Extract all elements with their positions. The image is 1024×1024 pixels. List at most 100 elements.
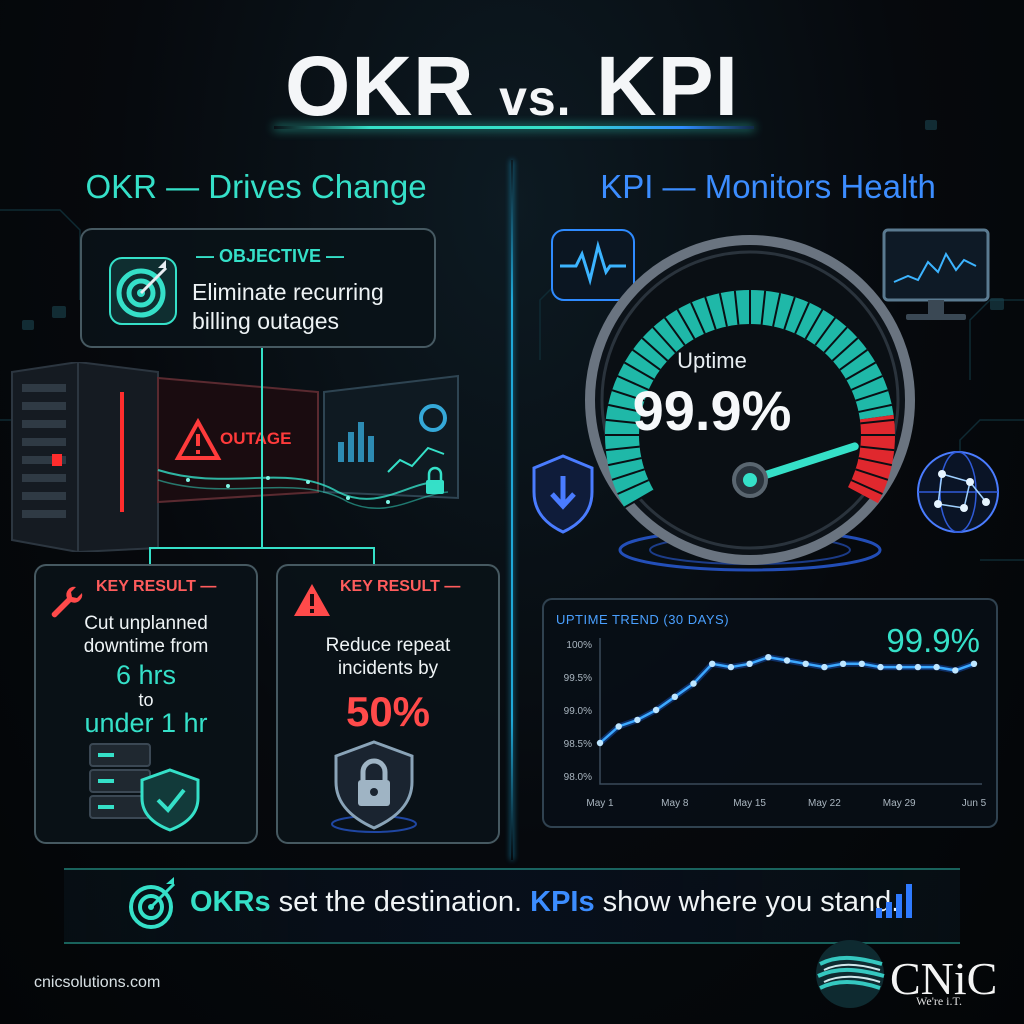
brand-logo-icon [816,940,885,1008]
gauge-tick [804,308,824,340]
trend-point [802,660,809,667]
trend-point [914,663,922,671]
gauge-tick [860,418,895,425]
gauge-tick [623,361,655,381]
gauge-tick [855,389,889,402]
trend-point [783,657,791,664]
key-result-1-from: 6 hrs [115,660,177,690]
trend-y-tick: 99.0% [564,706,592,717]
trend-point [821,663,828,671]
trend-point [933,663,940,671]
trend-point [615,723,622,730]
key-result-2-label: KEY RESULT — [340,578,461,595]
uptime-gauge [585,235,915,572]
trend-y-tick: 100% [566,640,592,651]
footer-tagline: OKRs set the destination. KPIs show wher… [190,886,910,919]
gauge-tick [652,326,677,354]
okr-heading: OKR — Drives Change [85,168,427,205]
security-shield-icon [532,454,594,534]
gauge-tick [690,302,706,335]
footer-text-2: show where you stand. [594,886,900,918]
gauge-tick [663,317,686,346]
gauge-tick [760,290,767,325]
trend-point [596,739,604,747]
gauge-tick [704,296,717,330]
trend-point [727,663,735,671]
footer-banner [64,868,960,944]
outage-text: OUTAGE [220,429,291,448]
trend-point [671,693,678,700]
trend-point [970,660,978,667]
trend-x-tick: Jun 5 [962,798,987,809]
gauge-tick [823,326,848,354]
server-outage-illustration: OUTAGE [11,362,459,552]
wrench-icon [51,586,83,618]
trend-point [690,680,697,687]
trend-current-value: 99.9% [886,622,980,659]
monitor-icon [882,228,990,320]
trend-point [839,660,847,667]
trend-point [896,663,903,671]
kpi-heading: KPI — Monitors Health [600,168,936,205]
footer-okrs: OKRs [190,886,271,918]
footer-text-1: set the destination. [270,886,531,918]
trend-point [877,663,884,671]
gauge-tick [641,337,669,362]
key-result-1-label: KEY RESULT — [96,578,217,595]
warning-icon [294,584,330,616]
gauge-tick [607,457,642,467]
gauge-tick [839,348,868,371]
gauge-tick [632,348,661,371]
uptime-trend-chart: 100% 99.5% 99.0% 98.5% 98.0% May 1 May 8 May 15… [564,638,987,809]
center-divider [511,160,513,860]
bar-chart-icon [876,884,912,918]
key-result-1-text: Cut unplanned downtime from [83,613,209,657]
okr-connector-lines [149,348,375,566]
gauge-tick [772,292,782,327]
gauge-tick [611,468,645,481]
target-icon [109,257,177,325]
lock-shield-icon [331,740,417,833]
gauge-tick [605,418,640,425]
trend-point [652,706,660,714]
gauge-tick [718,292,728,327]
gauge-tick [850,479,883,495]
gauge-tick [607,403,642,413]
trend-point [765,654,772,661]
gauge-tick [855,468,889,481]
objective-label: — OBJECTIVE — [195,246,345,266]
key-result-2-target: 50% [345,688,431,735]
trend-y-tick: 98.0% [564,772,592,783]
trend-x-tick: May 29 [883,798,916,809]
trend-y-tick: 99.5% [564,673,592,684]
trend-point [746,660,753,667]
brand-tagline: We're i.T. [916,994,962,1008]
footer-target-icon [129,877,176,929]
footer-kpis: KPIs [530,886,595,918]
objective-text: Eliminate recurring billing outages [192,279,384,334]
key-result-2-text: Reduce repeat incidents by [325,635,451,679]
gauge-tick [831,337,859,362]
brand-name: CNiC [890,953,998,1004]
key-result-1-to: to [138,690,154,710]
trend-point [858,660,865,667]
title-kpi: KPI [595,39,739,133]
trend-title: UPTIME TREND (30 DAYS) [556,612,730,627]
gauge-label: Uptime [677,348,747,373]
globe-network-icon [917,451,999,533]
heartbeat-icon [551,229,635,301]
gauge-tick [845,361,877,381]
gauge-tick [794,302,810,335]
gauge-tick [617,375,650,391]
gauge-tick [858,403,893,413]
gauge-tick [605,445,640,452]
gauge-tick [783,296,796,330]
trend-y-tick: 98.5% [564,739,592,750]
gauge-tick [623,489,655,509]
trend-x-tick: May 8 [661,798,689,809]
website-url: cnicsolutions.com [34,974,161,991]
gauge-tick [676,308,696,340]
gauge-value: 99.9% [632,379,792,442]
uptime-trend-card [542,598,998,828]
